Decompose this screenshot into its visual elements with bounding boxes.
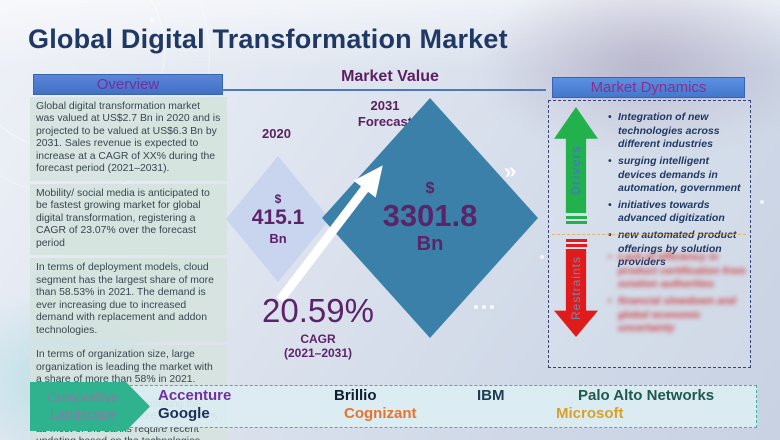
market-value-2031: 3301.8 [382, 197, 478, 233]
restraint-item: Lack of efficiency in product certificat… [607, 251, 747, 292]
overview-list: Global digital transformation market was… [30, 97, 227, 440]
restraints-arrow-segment [566, 244, 587, 247]
company-accenture: Accenture [158, 387, 232, 404]
unit-label: Bn [416, 233, 444, 256]
drivers-list: Integration of new technologies across d… [607, 111, 747, 273]
overview-paragraph: Global digital transformation market was… [30, 97, 227, 181]
overview-header: Overview [33, 74, 223, 95]
competitive-landscape-band [30, 385, 757, 428]
forecast-word: Forecast [357, 114, 413, 130]
ribbon-label-line1: Competitive [47, 389, 119, 405]
overview-paragraph: Mobility/ social media is anticipated to… [30, 183, 227, 256]
market-value-underline [222, 89, 546, 91]
restraints-arrow-segment [566, 239, 587, 242]
market-value-2020: 415.1 [251, 206, 305, 230]
restraints-label: Restraints [569, 255, 583, 321]
currency-symbol: $ [425, 179, 435, 197]
company-brillio: Brillio [334, 387, 377, 404]
cagr-value: 20.59% [262, 292, 374, 329]
restraints-list: Lack of efficiency in product certificat… [607, 251, 747, 339]
company-cognizant: Cognizant [344, 405, 417, 422]
cagr-label: CAGR [300, 331, 336, 346]
base-year-label: 2020 [262, 126, 291, 141]
overview-paragraph: In terms of deployment models, cloud seg… [30, 258, 227, 343]
drivers-arrow-segment [566, 216, 587, 219]
ellipsis-dots-icon [474, 305, 494, 309]
driver-item: Integration of new technologies across d… [607, 111, 747, 152]
competitive-landscape-ribbon: Competitive Landscape [30, 382, 150, 431]
cagr-block: 20.59% CAGR (2021–2031) [243, 292, 393, 360]
background-dot [150, 18, 154, 22]
driver-item: initiatives towards advanced digitizatio… [607, 199, 747, 226]
market-dynamics-panel: Drivers Integration of new technologies … [548, 100, 751, 368]
page-title: Global Digital Transformation Market [28, 24, 508, 54]
drivers-label: Drivers [569, 144, 583, 196]
forecast-year-label: 2031 Forecast [345, 98, 425, 131]
growth-arrow-icon [276, 165, 383, 303]
company-ibm: IBM [477, 387, 505, 404]
unit-label: Bn [269, 230, 287, 246]
background-dot [540, 255, 544, 259]
restraint-item: financial slowdown and global economic u… [607, 295, 747, 336]
drivers-arrow-segment [566, 221, 587, 224]
company-google: Google [158, 405, 210, 422]
dynamics-divider [552, 234, 746, 235]
chevron-right-icon: » [502, 157, 518, 184]
company-palo-alto-networks: Palo Alto Networks [578, 387, 715, 404]
overview-paragraph: In terms of organization size, large org… [30, 345, 227, 392]
driver-item: surging intelligent devices demands in a… [607, 155, 747, 196]
market-value-header: Market Value [341, 68, 439, 85]
currency-symbol: $ [274, 192, 282, 207]
ribbon-label-line2: Landscape [49, 406, 117, 422]
forecast-year: 2031 [370, 98, 400, 113]
market-dynamics-header: Market Dynamics [552, 77, 745, 98]
company-microsoft: Microsoft [556, 405, 624, 422]
cagr-period: (2021–2031) [283, 345, 353, 360]
background-dot [760, 200, 764, 204]
